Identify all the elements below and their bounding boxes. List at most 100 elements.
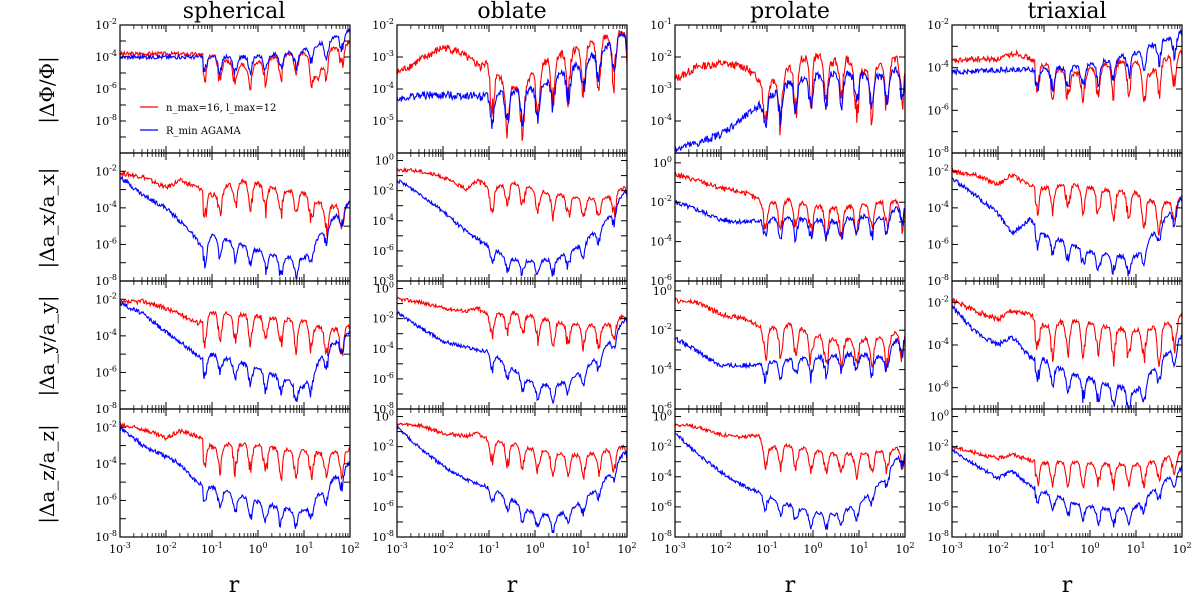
- x-tick-label: 10-2: [432, 541, 454, 556]
- row-label-ax: |Δa_x/a_x|: [35, 167, 60, 268]
- series-agama-ax-triaxial: [952, 177, 1182, 277]
- row-label-ay: |Δa_y/a_y|: [35, 295, 60, 396]
- y-tick-label: 10-1: [650, 17, 672, 32]
- y-tick-label: 10-4: [95, 456, 117, 471]
- panel-frame: [951, 24, 1183, 154]
- y-tick-label: 10-2: [95, 291, 117, 306]
- y-tick-label: 10-6: [927, 236, 949, 251]
- y-tick-label: 100: [375, 153, 394, 168]
- y-tick-label: 10-3: [650, 81, 672, 96]
- y-tick-label: 10-6: [927, 380, 949, 395]
- panel-ax-triaxial: 10-8 10-6 10-4 10-2: [927, 152, 1183, 288]
- y-tick-label: 10-4: [372, 81, 394, 96]
- y-tick-label: 10-2: [927, 17, 949, 32]
- series-agama-az-oblate: [397, 425, 627, 534]
- x-tick-label: 102: [340, 541, 359, 556]
- series-basis-ax-triaxial: [952, 167, 1182, 236]
- x-tick-label: 102: [1172, 541, 1191, 556]
- y-tick-label: 10-4: [95, 200, 117, 215]
- panel-grid: 10-810-610-410-210-510-410-310-210-410-3…: [95, 17, 1191, 556]
- legend-label-agama: R_min AGAMA: [166, 126, 242, 137]
- series-agama-ax-spherical: [120, 176, 350, 280]
- y-tick-label: 10-4: [650, 113, 672, 128]
- panel-potential-spherical: 10-8 10-6 10-4 10-2: [95, 17, 351, 154]
- y-tick-label: 10-8: [650, 529, 672, 544]
- series-agama-ay-triaxial: [952, 304, 1182, 409]
- series-agama-ax-prolate: [675, 199, 905, 244]
- x-tick-label: 102: [617, 541, 636, 556]
- y-tick-label: 10-2: [650, 49, 672, 64]
- x-tick-label: 100: [803, 541, 822, 556]
- y-tick-label: 10-2: [95, 17, 117, 32]
- y-tick-label: 10-4: [650, 234, 672, 249]
- panel-az-prolate: 10-3 10-2 10-1 100 101 102 10-8 10-6 10-4 10-2 100: [650, 408, 915, 556]
- x-tick-label: 10-2: [710, 541, 732, 556]
- y-tick-label: 10-4: [372, 341, 394, 356]
- y-tick-label: 100: [653, 155, 672, 170]
- y-tick-label: 10-4: [927, 200, 949, 215]
- y-tick-label: 10-3: [372, 49, 394, 64]
- x-tick-label: 100: [525, 541, 544, 556]
- x-axis-label-oblate: r: [507, 573, 518, 598]
- x-tick-label: 10-3: [109, 541, 131, 556]
- series-agama-ay-prolate: [675, 335, 905, 384]
- x-tick-label: 10-2: [987, 541, 1009, 556]
- x-tick-label: 10-3: [386, 541, 408, 556]
- panel-frame: [674, 408, 906, 538]
- series-agama-ay-spherical: [120, 301, 350, 403]
- y-tick-label: 10-6: [95, 492, 117, 507]
- y-tick-label: 10-6: [927, 499, 949, 514]
- series-basis-az-oblate: [397, 422, 627, 480]
- y-tick-label: 10-6: [372, 499, 394, 514]
- column-title-spherical: spherical: [183, 0, 286, 24]
- y-tick-label: 10-2: [372, 17, 394, 32]
- row-label-az: |Δa_z/a_z|: [35, 424, 60, 524]
- y-tick-label: 100: [930, 409, 949, 424]
- y-tick-label: 10-2: [95, 163, 117, 178]
- panel-az-oblate: 10-3 10-2 10-1 100 101 102 10-8 10-6 10-4 10-2 100: [372, 408, 637, 556]
- panel-potential-oblate: 10-5 10-4 10-3 10-2: [372, 17, 628, 154]
- y-tick-label: 10-2: [95, 419, 117, 434]
- y-tick-label: 100: [653, 283, 672, 298]
- y-tick-label: 10-6: [372, 371, 394, 386]
- y-tick-label: 10-8: [95, 273, 117, 288]
- y-tick-label: 10-4: [650, 362, 672, 377]
- panel-frame: [951, 408, 1183, 538]
- y-tick-label: 10-6: [927, 102, 949, 117]
- x-tick-label: 10-1: [201, 541, 223, 556]
- column-title-prolate: prolate: [750, 0, 830, 24]
- y-tick-label: 10-4: [372, 469, 394, 484]
- x-tick-label: 10-3: [941, 541, 963, 556]
- panel-frame: [396, 408, 628, 538]
- panel-frame: [119, 280, 351, 410]
- y-tick-label: 10-2: [927, 163, 949, 178]
- y-tick-label: 10-4: [650, 469, 672, 484]
- panel-potential-triaxial: 10-8 10-6 10-4 10-2: [927, 17, 1183, 160]
- x-tick-label: 101: [571, 541, 590, 556]
- column-title-oblate: oblate: [477, 0, 546, 24]
- x-tick-label: 10-3: [664, 541, 686, 556]
- series-agama-ax-oblate: [397, 179, 627, 277]
- x-tick-label: 10-1: [756, 541, 778, 556]
- panel-frame: [674, 24, 906, 154]
- x-tick-label: 102: [895, 541, 914, 556]
- panel-ay-triaxial: 10-6 10-4 10-2: [927, 280, 1183, 410]
- y-tick-label: 10-8: [927, 529, 949, 544]
- x-tick-label: 101: [294, 541, 313, 556]
- y-tick-label: 10-2: [372, 183, 394, 198]
- series-basis-ay-triaxial: [952, 297, 1182, 367]
- y-tick-label: 10-4: [927, 337, 949, 352]
- series-agama-ay-oblate: [397, 311, 627, 405]
- y-tick-label: 10-2: [372, 311, 394, 326]
- y-tick-label: 10-8: [95, 529, 117, 544]
- panel-potential-prolate: 10-4 10-3 10-2 10-1: [650, 17, 906, 154]
- series-basis-potential-spherical: [120, 40, 350, 91]
- x-tick-label: 10-2: [155, 541, 177, 556]
- y-tick-label: 10-2: [650, 322, 672, 337]
- y-tick-label: 10-2: [372, 439, 394, 454]
- series-agama-az-prolate: [675, 432, 905, 530]
- panel-az-spherical: 10-3 10-2 10-1 100 101 102 10-8 10-6 10-4 10-2: [95, 408, 360, 556]
